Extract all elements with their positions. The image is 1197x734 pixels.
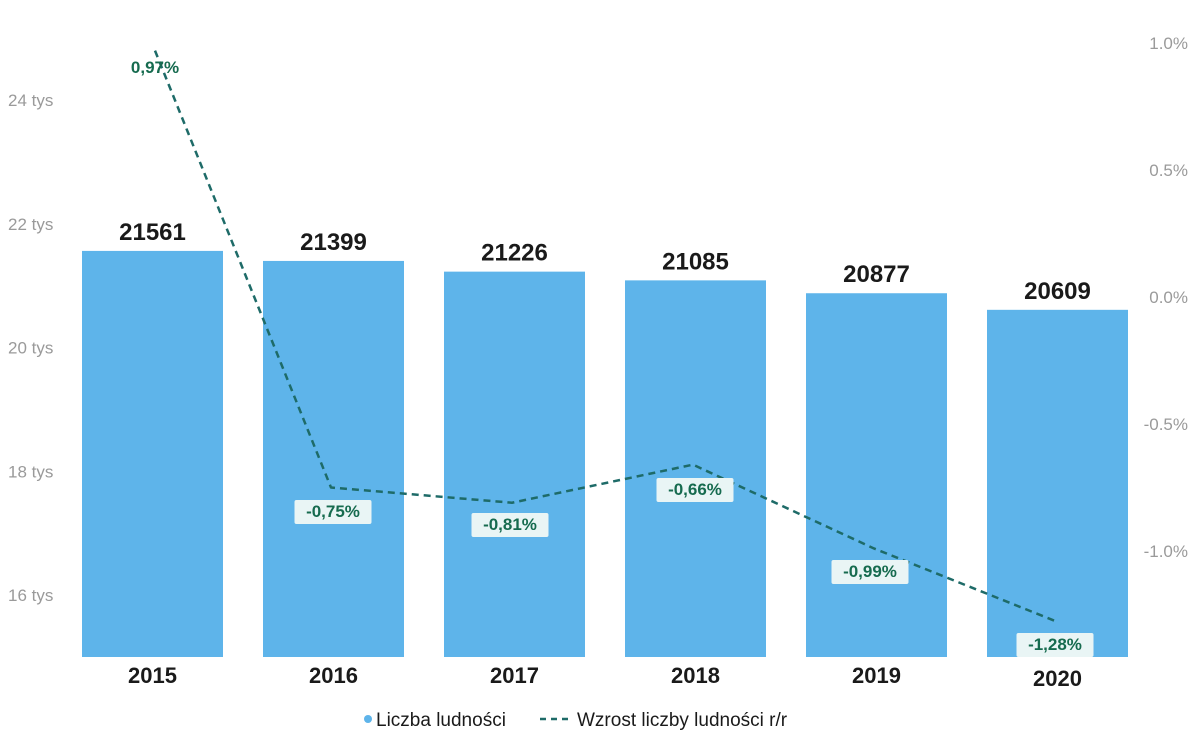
growth-value-label: 0,97% (131, 58, 179, 77)
legend-bar-marker (364, 715, 372, 723)
y-left-tick-label: 20 tys (8, 339, 53, 358)
x-tick-label: 2020 (1033, 666, 1082, 691)
growth-value-label: -1,28% (1028, 635, 1082, 654)
bar-value-label: 20609 (1024, 278, 1091, 305)
x-tick-label: 2017 (490, 663, 539, 688)
y-axis-left: 16 tys 18 tys 20 tys 22 tys 24 tys (8, 91, 53, 605)
y-left-tick-label: 22 tys (8, 215, 53, 234)
bar-value-label: 21085 (662, 248, 729, 275)
x-tick-label: 2019 (852, 663, 901, 688)
y-left-tick-label: 18 tys (8, 462, 53, 481)
x-tick-label: 2018 (671, 663, 720, 688)
bar (987, 309, 1128, 657)
bar-value-label: 20877 (843, 261, 910, 288)
bar (806, 293, 947, 657)
bar (82, 250, 223, 657)
y-right-tick-label: -0.5% (1144, 415, 1188, 434)
y-left-tick-label: 24 tys (8, 91, 53, 110)
growth-label-box (294, 500, 372, 524)
growth-label-box (471, 513, 549, 537)
x-tick-label: 2016 (309, 663, 358, 688)
bar-value-label: 21399 (300, 229, 367, 256)
y-right-tick-label: 0.0% (1149, 288, 1188, 307)
growth-label-box (1016, 633, 1094, 657)
bar-value-label: 21561 (119, 219, 186, 246)
legend-bar-label: Liczba ludności (376, 710, 506, 731)
y-right-tick-label: 0.5% (1149, 161, 1188, 180)
bar-series (82, 250, 1128, 657)
growth-value-label: -0,66% (668, 480, 722, 499)
y-axis-right: -1.0% -0.5% 0.0% 0.5% 1.0% (1144, 34, 1188, 561)
bar-value-labels: 21561 21399 21226 21085 20877 20609 (119, 219, 1091, 305)
y-right-tick-label: -1.0% (1144, 542, 1188, 561)
y-left-tick-label: 16 tys (8, 586, 53, 605)
legend: Liczba ludności Wzrost liczby ludności r… (364, 710, 788, 731)
growth-value-label: -0,99% (843, 562, 897, 581)
growth-value-labels: 0,97% -0,75% -0,81% -0,66% -0,99% -1,28% (131, 58, 1094, 657)
growth-label-box (831, 560, 909, 584)
x-tick-label: 2015 (128, 663, 177, 688)
bar-value-label: 21226 (481, 240, 548, 267)
legend-line-label: Wzrost liczby ludności r/r (577, 710, 788, 731)
y-right-tick-label: 1.0% (1149, 34, 1188, 53)
bar (444, 271, 585, 657)
growth-value-label: -0,81% (483, 515, 537, 534)
growth-label-box (656, 478, 734, 502)
bar (263, 260, 404, 657)
bar (625, 280, 766, 657)
growth-value-label: -0,75% (306, 502, 360, 521)
x-axis: 2015 2016 2017 2018 2019 2020 (128, 663, 1082, 691)
